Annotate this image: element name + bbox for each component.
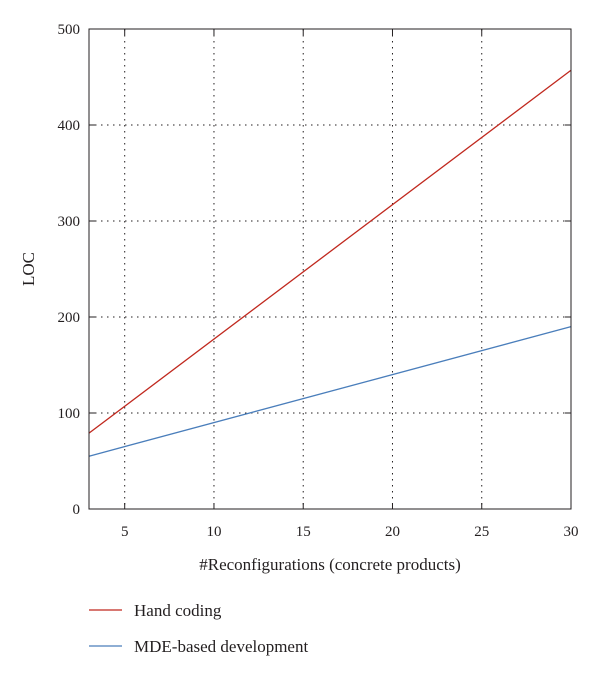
- x-tick-label: 30: [564, 524, 579, 540]
- series-lines: [88, 69, 572, 457]
- legend-label: Hand coding: [134, 601, 222, 620]
- x-tick-label: 20: [385, 524, 400, 540]
- y-tick-label: 100: [58, 406, 81, 422]
- y-tick-label: 400: [58, 118, 81, 134]
- x-axis-label: #Reconfigurations (concrete products): [199, 555, 461, 574]
- plot-frame: [88, 28, 572, 510]
- legend-label: MDE-based development: [134, 637, 308, 656]
- y-tick-label: 500: [58, 22, 81, 38]
- y-axis-label: LOC: [19, 252, 38, 286]
- legend: Hand coding MDE-based development: [89, 601, 308, 656]
- x-tick-label: 5: [121, 524, 129, 540]
- grid: [89, 29, 571, 509]
- series-line: [88, 325, 572, 457]
- series-line: [88, 69, 572, 434]
- x-tick-label: 15: [296, 524, 311, 540]
- x-tick-label: 10: [206, 524, 221, 540]
- x-tick-label: 25: [474, 524, 489, 540]
- y-tick-label: 0: [73, 502, 81, 518]
- y-tick-label: 200: [58, 310, 81, 326]
- y-tick-label: 300: [58, 214, 81, 230]
